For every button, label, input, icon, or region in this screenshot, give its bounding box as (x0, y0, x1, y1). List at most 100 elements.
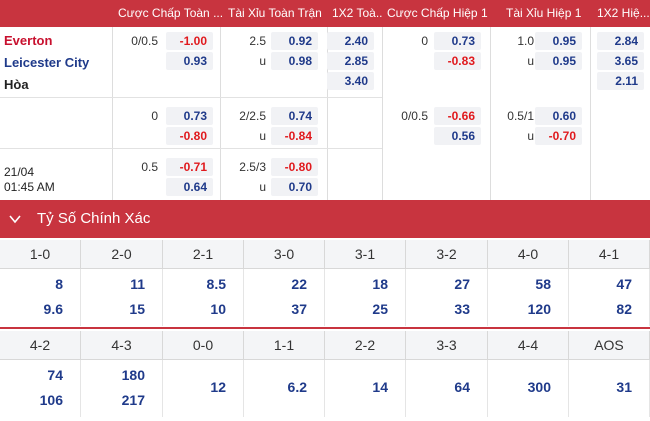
home-team-name[interactable]: Everton (4, 33, 53, 48)
ft-handicap-away-odds[interactable]: -0.80 (166, 127, 213, 145)
h1-handicap-home-odds[interactable]: -0.66 (434, 107, 481, 125)
ft-handicap-line: 0 (151, 109, 158, 123)
ft-under-odds[interactable]: 0.70 (271, 178, 318, 196)
score-label: 3-3 (406, 331, 488, 359)
chevron-down-icon[interactable] (8, 212, 22, 226)
h1-handicap-home-odds[interactable]: 0.73 (434, 32, 481, 50)
score-label: 3-0 (244, 240, 325, 268)
ft-1x2-draw-odds[interactable]: 3.40 (327, 72, 374, 90)
h1-under-label: u (527, 129, 534, 143)
draw-label: Hòa (4, 77, 29, 92)
score-odds-away[interactable]: 106 (39, 392, 63, 408)
ft-handicap-away-odds[interactable]: 0.93 (166, 52, 213, 70)
score-odds[interactable]: 64 (454, 379, 470, 395)
score-odds-away[interactable]: 15 (129, 301, 145, 317)
score-cell[interactable] (325, 359, 406, 417)
score-odds-away[interactable]: 33 (454, 301, 470, 317)
score-odds-away[interactable]: 25 (372, 301, 388, 317)
ft-handicap-home-odds[interactable]: -1.00 (166, 32, 213, 50)
score-odds-away[interactable]: 120 (527, 301, 551, 317)
ft-over-odds[interactable]: 0.92 (271, 32, 318, 50)
score-odds-away[interactable]: 9.6 (43, 301, 63, 317)
away-team-name[interactable]: Leicester City (4, 55, 90, 70)
score-odds-home[interactable]: 8.5 (206, 276, 226, 292)
score-cell[interactable] (0, 359, 81, 417)
score-odds[interactable]: 12 (210, 379, 226, 395)
score-cell[interactable] (325, 268, 406, 326)
ft-over-under-line: 2.5 (249, 34, 266, 48)
score-label: AOS (569, 331, 650, 359)
score-cell[interactable] (0, 268, 81, 326)
score-odds[interactable]: 300 (527, 379, 551, 395)
column-divider (220, 27, 221, 200)
score-label: 4-0 (488, 240, 569, 268)
header-h1-over-under[interactable]: Tài Xỉu Hiệp 1 (506, 6, 582, 20)
header-ft-1x2[interactable]: 1X2 Toà... (332, 6, 382, 20)
h1-under-odds[interactable]: -0.70 (535, 127, 582, 145)
score-cell[interactable] (81, 268, 163, 326)
row-divider (0, 148, 382, 149)
score-label: 4-1 (569, 240, 650, 268)
h1-over-odds[interactable]: 0.95 (535, 32, 582, 50)
ft-handicap-home-odds[interactable]: 0.73 (166, 107, 213, 125)
score-odds-home[interactable]: 47 (616, 276, 632, 292)
score-odds-home[interactable]: 74 (47, 367, 63, 383)
score-label: 4-3 (81, 331, 163, 359)
ft-handicap-home-odds[interactable]: -0.71 (166, 158, 213, 176)
score-label: 3-2 (406, 240, 488, 268)
column-divider (382, 27, 383, 200)
h1-handicap-away-odds[interactable]: -0.83 (434, 52, 481, 70)
header-ft-handicap[interactable]: Cược Chấp Toàn ... (118, 6, 222, 20)
ft-over-odds[interactable]: 0.74 (271, 107, 318, 125)
score-cell[interactable] (406, 268, 488, 326)
h1-1x2-home-odds[interactable]: 2.84 (597, 32, 644, 50)
h1-over-under-line: 1.0 (517, 34, 534, 48)
score-odds-home[interactable]: 58 (535, 276, 551, 292)
score-odds-away[interactable]: 82 (616, 301, 632, 317)
score-odds[interactable]: 6.2 (287, 379, 307, 395)
header-h1-1x2[interactable]: 1X2 Hiệ... (597, 6, 650, 20)
ft-over-odds[interactable]: -0.80 (271, 158, 318, 176)
odds-header-bar: Cược Chấp Toàn ... Tài Xỉu Toàn Trận 1X2… (0, 0, 650, 27)
score-label: 4-4 (488, 331, 569, 359)
ft-under-odds[interactable]: 0.98 (271, 52, 318, 70)
score-label: 2-0 (81, 240, 163, 268)
score-odds-home[interactable]: 11 (130, 276, 145, 292)
row-divider (0, 359, 650, 360)
score-cell[interactable] (244, 268, 325, 326)
score-odds-home[interactable]: 180 (121, 367, 145, 383)
ft-over-under-line: 2/2.5 (239, 109, 266, 123)
header-h1-handicap[interactable]: Cược Chấp Hiệp 1 (387, 6, 488, 20)
ft-under-label: u (259, 54, 266, 68)
correct-score-header[interactable]: Tỷ Số Chính Xác (0, 200, 650, 238)
h1-handicap-away-odds[interactable]: 0.56 (434, 127, 481, 145)
h1-over-under-line: 0.5/1 (507, 109, 534, 123)
score-odds-home[interactable]: 18 (372, 276, 388, 292)
score-cell[interactable] (244, 359, 325, 417)
match-time: 01:45 AM (4, 180, 55, 194)
score-cell[interactable] (488, 359, 569, 417)
score-odds-home[interactable]: 27 (454, 276, 470, 292)
ft-under-odds[interactable]: -0.84 (271, 127, 318, 145)
score-odds[interactable]: 31 (616, 379, 632, 395)
h1-under-odds[interactable]: 0.95 (535, 52, 582, 70)
ft-1x2-away-odds[interactable]: 2.85 (327, 52, 374, 70)
score-odds-home[interactable]: 8 (55, 276, 63, 292)
h1-1x2-draw-odds[interactable]: 2.11 (597, 72, 644, 90)
h1-over-odds[interactable]: 0.60 (535, 107, 582, 125)
score-odds-away[interactable]: 37 (291, 301, 307, 317)
ft-handicap-away-odds[interactable]: 0.64 (166, 178, 213, 196)
score-cell[interactable] (81, 359, 163, 417)
score-cell[interactable] (488, 268, 569, 326)
score-odds[interactable]: 14 (372, 379, 388, 395)
score-cell[interactable] (163, 359, 244, 417)
score-cell[interactable] (163, 268, 244, 326)
h1-1x2-away-odds[interactable]: 3.65 (597, 52, 644, 70)
ft-1x2-home-odds[interactable]: 2.40 (327, 32, 374, 50)
score-odds-home[interactable]: 22 (291, 276, 307, 292)
score-odds-away[interactable]: 10 (210, 301, 226, 317)
score-cell[interactable] (406, 359, 488, 417)
score-odds-away[interactable]: 217 (121, 392, 145, 408)
score-label: 1-0 (0, 240, 81, 268)
header-ft-over-under[interactable]: Tài Xỉu Toàn Trận (228, 6, 322, 20)
